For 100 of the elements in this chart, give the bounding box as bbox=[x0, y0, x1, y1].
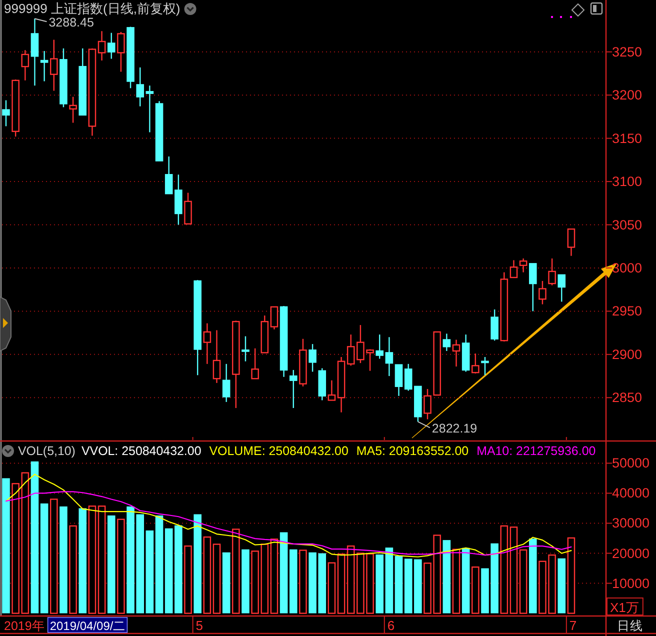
candlestick bbox=[136, 66, 144, 107]
bar bbox=[50, 498, 58, 614]
bar bbox=[242, 549, 250, 614]
bar bbox=[212, 544, 221, 614]
bar bbox=[385, 548, 394, 614]
candlestick bbox=[308, 343, 316, 372]
candlestick bbox=[538, 280, 546, 305]
bar bbox=[442, 540, 451, 614]
candlestick bbox=[203, 322, 212, 365]
bar bbox=[155, 515, 164, 614]
bar bbox=[146, 530, 154, 614]
y-tick-label: 3000 bbox=[612, 260, 642, 276]
candlestick bbox=[40, 50, 48, 82]
bar bbox=[558, 558, 566, 614]
bar bbox=[30, 461, 39, 614]
y-tick-label: 3250 bbox=[612, 44, 642, 60]
bar bbox=[289, 549, 298, 614]
candlestick bbox=[519, 258, 528, 273]
bar bbox=[203, 536, 212, 614]
annotation: 3288.45 bbox=[48, 16, 94, 30]
bar bbox=[184, 545, 192, 614]
bar bbox=[251, 550, 259, 614]
candlestick bbox=[510, 260, 518, 278]
y-tick-label: 3050 bbox=[612, 217, 642, 232]
candlestick bbox=[69, 96, 77, 124]
y-tick-label: 30000 bbox=[612, 516, 650, 531]
bar bbox=[299, 550, 307, 614]
candlestick bbox=[222, 363, 230, 403]
text: 日线 bbox=[617, 619, 643, 633]
candlestick bbox=[251, 348, 259, 380]
bar bbox=[510, 526, 518, 614]
bar bbox=[88, 506, 96, 614]
candlestick bbox=[270, 306, 278, 330]
y-axis-title: X1万 bbox=[610, 600, 639, 615]
candlestick bbox=[567, 228, 576, 256]
candlestick bbox=[528, 263, 537, 312]
candlestick bbox=[452, 339, 460, 368]
y-tick-label: 2850 bbox=[612, 390, 642, 406]
bar bbox=[107, 515, 116, 614]
y-tick-label: 50000 bbox=[612, 456, 650, 471]
bar bbox=[472, 566, 480, 614]
bar bbox=[232, 528, 240, 614]
candlestick bbox=[117, 31, 125, 72]
chart-subtitle: VVOL: 250840432.00 bbox=[81, 444, 202, 458]
candlestick bbox=[558, 274, 566, 302]
bar bbox=[12, 483, 20, 614]
bar bbox=[260, 544, 269, 614]
bar bbox=[462, 548, 470, 614]
candlestick bbox=[98, 30, 106, 62]
x-tick-label: 5 bbox=[196, 618, 204, 633]
line-series bbox=[5, 491, 572, 556]
candlestick bbox=[442, 333, 451, 352]
bar bbox=[280, 532, 288, 614]
candlestick bbox=[107, 32, 116, 60]
y-tick-label: 3100 bbox=[612, 174, 642, 190]
candlestick bbox=[472, 352, 480, 374]
bar bbox=[394, 556, 403, 614]
bar bbox=[117, 518, 125, 614]
y-tick-label: 3150 bbox=[612, 130, 642, 146]
text: 2019/04/09/二 bbox=[50, 619, 126, 633]
annotation: 2822.19 bbox=[432, 422, 478, 436]
bar bbox=[452, 548, 460, 614]
bar bbox=[98, 506, 106, 614]
candlestick bbox=[212, 330, 221, 384]
bar bbox=[222, 552, 230, 614]
bar bbox=[500, 525, 508, 614]
candlestick bbox=[146, 84, 154, 133]
candlestick bbox=[548, 258, 556, 286]
candlestick bbox=[2, 100, 10, 127]
y-tick-label: 10000 bbox=[612, 576, 650, 591]
bar bbox=[21, 472, 30, 614]
x-tick-label: 6 bbox=[387, 618, 395, 633]
bar bbox=[328, 562, 336, 614]
bar bbox=[60, 506, 68, 614]
candlestick bbox=[21, 50, 30, 81]
header: 999999 上证指数(日线,前复权) bbox=[4, 1, 196, 16]
line-series bbox=[5, 474, 572, 558]
y-tick-label: 2950 bbox=[612, 304, 642, 319]
x-tick-label: 7 bbox=[569, 618, 577, 633]
bar bbox=[337, 554, 346, 614]
y-tick-label: 40000 bbox=[612, 486, 650, 501]
bar bbox=[567, 537, 576, 614]
bar bbox=[2, 478, 10, 614]
candlestick bbox=[424, 388, 432, 420]
candlestick bbox=[394, 364, 403, 397]
bar bbox=[519, 549, 528, 614]
annotation: VOLUME: 250840432.00 bbox=[209, 444, 348, 458]
bar bbox=[270, 538, 278, 614]
candlestick bbox=[376, 334, 384, 360]
text: 2019年 bbox=[4, 619, 45, 633]
chart-title: VOL(5,10) bbox=[18, 444, 76, 458]
candlestick bbox=[328, 380, 336, 401]
bar bbox=[78, 508, 87, 614]
candlestick bbox=[242, 336, 250, 362]
candlestick bbox=[50, 39, 58, 92]
candlestick bbox=[490, 308, 498, 342]
bar bbox=[69, 525, 77, 614]
y-tick-label: 20000 bbox=[612, 546, 650, 561]
bar bbox=[528, 538, 537, 614]
bar bbox=[40, 503, 48, 614]
